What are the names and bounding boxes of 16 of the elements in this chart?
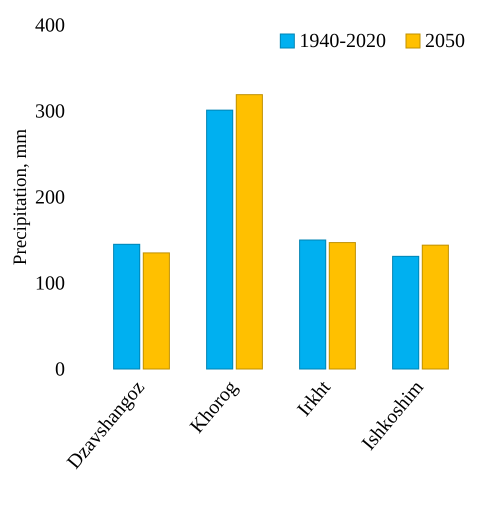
bar xyxy=(299,240,326,370)
y-axis-title: Precipitation, mm xyxy=(10,128,31,266)
legend-label: 1940-2020 xyxy=(299,30,386,52)
y-tick-label: 400 xyxy=(35,14,65,36)
legend-label: 2050 xyxy=(425,30,465,52)
bar xyxy=(113,244,140,370)
y-tick-label: 300 xyxy=(35,100,65,122)
y-tick-label: 100 xyxy=(35,272,65,294)
bar xyxy=(236,94,263,370)
bar xyxy=(142,252,170,370)
y-tick-label: 200 xyxy=(35,186,65,208)
bar xyxy=(392,256,420,370)
bar xyxy=(206,110,234,370)
bar xyxy=(422,244,449,370)
bar xyxy=(328,242,356,370)
y-tick-label: 0 xyxy=(55,358,65,380)
